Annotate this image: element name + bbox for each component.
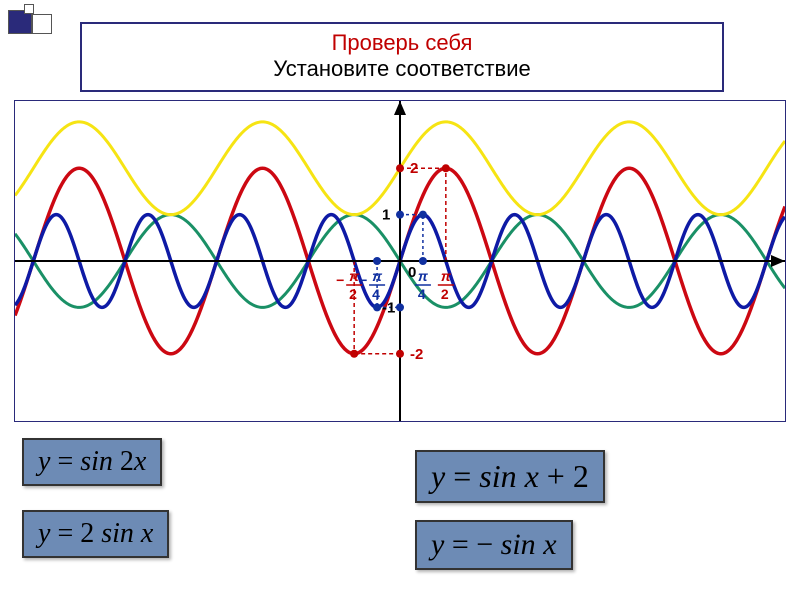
svg-text:1: 1	[382, 207, 390, 224]
formula-text: y = sin x + 2	[431, 458, 589, 494]
formula-neg-sinx[interactable]: y = − sin x	[415, 520, 573, 570]
svg-text:2: 2	[441, 286, 449, 302]
formula-text: y = 2 sin x	[38, 518, 153, 549]
svg-text:4: 4	[418, 286, 426, 302]
title-line2: Установите соответствие	[82, 56, 722, 82]
svg-text:2: 2	[349, 286, 357, 302]
svg-text:−: −	[336, 272, 344, 288]
svg-text:0: 0	[408, 264, 416, 281]
formula-text: y = sin 2x	[38, 446, 146, 477]
formula-sinx-plus-2[interactable]: y = sin x + 2	[415, 450, 605, 503]
corner-decoration	[0, 0, 60, 50]
svg-text:-1: -1	[382, 299, 395, 316]
chart-svg: 01-12-2−π2−π4π4π2	[15, 101, 785, 421]
svg-text:4: 4	[372, 286, 380, 302]
formula-sin2x[interactable]: y = sin 2x	[22, 438, 162, 486]
formula-2sinx[interactable]: y = 2 sin x	[22, 510, 169, 558]
svg-text:π: π	[372, 268, 383, 284]
chart: 01-12-2−π2−π4π4π2	[14, 100, 786, 422]
svg-text:2: 2	[410, 160, 418, 177]
formula-text: y = − sin x	[431, 528, 557, 561]
svg-text:-2: -2	[410, 346, 423, 363]
svg-text:−: −	[359, 272, 367, 288]
title-line1: Проверь себя	[82, 30, 722, 56]
svg-text:π: π	[418, 268, 429, 284]
title-box: Проверь себя Установите соответствие	[80, 22, 724, 92]
svg-text:π: π	[441, 268, 452, 284]
